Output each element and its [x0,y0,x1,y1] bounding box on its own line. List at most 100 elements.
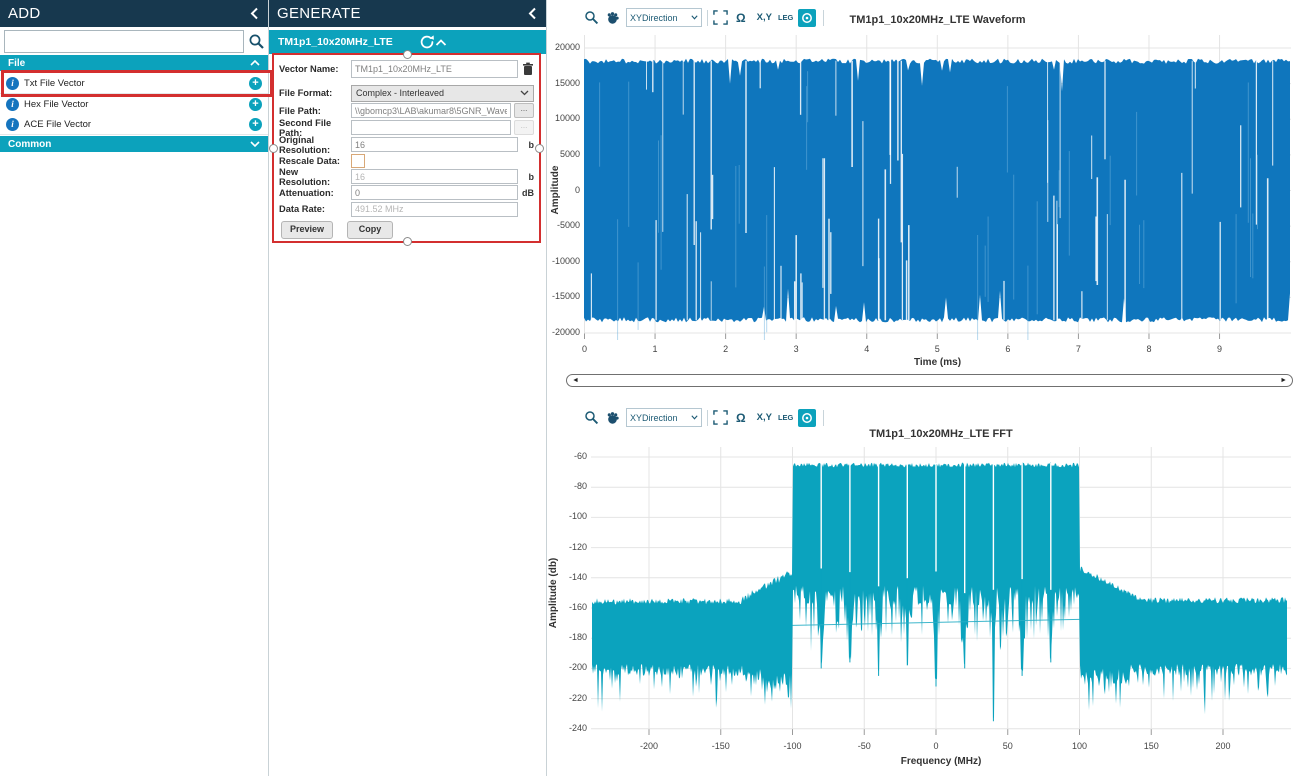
form-row-vector-name: Vector Name: [279,60,534,78]
omega-reset-icon[interactable]: Ω [736,411,746,425]
y-tick-label: -10000 [547,256,580,266]
add-plus-icon[interactable]: + [249,98,262,111]
fft-xlabel: Frequency (MHz) [591,756,1291,767]
y-tick-label: -5000 [547,220,580,230]
resize-handle-right[interactable] [535,144,544,153]
field-label: Data Rate: [279,204,351,214]
waveform-chart: XYDirection Ω X,Y LEG TM1p1_10x20MHz_LTE… [547,0,1296,400]
fft-chart: XYDirection Ω X,Y LEG TM1p1_10x20MHz_LTE… [547,400,1296,776]
x-tick-label: 7 [1058,344,1098,354]
y-tick-label: -15000 [547,291,580,301]
chevron-left-icon [249,6,260,21]
add-panel: ADD File i Txt File Vector + [0,0,269,776]
info-icon[interactable]: i [6,118,19,131]
add-plus-icon[interactable]: + [249,118,262,131]
x-tick-label: -200 [629,741,669,751]
delete-vector-button[interactable] [522,62,534,76]
generate-panel: GENERATE TM1p1_10x20MHz_LTE Vector Name: [269,0,547,776]
xy-cursor-label[interactable]: X,Y [757,412,772,423]
info-icon[interactable]: i [6,77,19,90]
list-item-hex-file-vector[interactable]: i Hex File Vector + [0,94,268,115]
data-rate-input[interactable] [351,202,518,217]
y-tick-label: -200 [547,662,587,672]
add-search-input[interactable] [4,30,244,53]
file-format-value: Complex - Interleaved [356,88,444,98]
add-panel-collapse-button[interactable] [249,6,260,21]
file-format-select[interactable]: Complex - Interleaved [351,85,534,102]
scroll-left-icon[interactable]: ◄ [572,375,579,386]
field-label: New Resolution: [279,167,351,187]
y-tick-label: 15000 [547,78,580,88]
xy-direction-dropdown[interactable]: XYDirection [626,408,702,427]
x-tick-label: -150 [701,741,741,751]
vector-tab-label: TM1p1_10x20MHz_LTE [278,36,393,48]
y-tick-label: 5000 [547,149,580,159]
form-row-original-resolution: Original Resolution: b [279,137,534,152]
section-header-common[interactable]: Common [0,136,268,152]
preview-button[interactable]: Preview [281,221,333,239]
x-tick-label: 5 [917,344,957,354]
waveform-xlabel: Time (ms) [584,357,1291,368]
search-icon[interactable] [248,33,265,50]
app-window: ADD File i Txt File Vector + [0,0,1296,776]
x-tick-label: 50 [988,741,1028,751]
refresh-icon[interactable] [419,34,435,50]
field-label: File Path: [279,106,351,116]
resize-handle-left[interactable] [269,144,278,153]
x-tick-label: 2 [706,344,746,354]
y-tick-label: -80 [547,481,587,491]
pan-hand-icon[interactable] [605,410,620,425]
second-file-path-input[interactable] [351,120,511,135]
add-search-row [4,30,265,53]
new-resolution-input[interactable] [351,169,518,184]
unit-suffix: b [518,172,534,182]
form-row-buttons: Preview Copy [279,221,534,238]
y-tick-label: -60 [547,451,587,461]
legend-toggle-label[interactable]: LEG [778,413,793,422]
file-path-browse-button[interactable]: ... [514,103,534,118]
xy-direction-value: XYDirection [630,413,678,423]
file-path-input[interactable] [351,103,511,118]
x-tick-label: 4 [847,344,887,354]
second-file-path-browse-button[interactable]: ... [514,120,534,135]
chart-settings-button[interactable] [798,409,816,427]
trash-icon [522,62,534,76]
y-tick-label: 0 [547,185,580,195]
list-item-txt-file-vector[interactable]: i Txt File Vector + [0,73,268,94]
resize-handle-bottom[interactable] [403,237,412,246]
waveform-plot[interactable] [584,35,1291,340]
charts-area: XYDirection Ω X,Y LEG TM1p1_10x20MHz_LTE… [547,0,1296,776]
copy-button[interactable]: Copy [347,221,393,239]
y-tick-label: -160 [547,602,587,612]
generate-panel-collapse-button[interactable] [527,6,538,21]
attenuation-input[interactable] [351,185,518,200]
scroll-right-icon[interactable]: ► [1280,375,1287,386]
fit-to-view-icon[interactable] [713,410,728,425]
chevron-up-icon [435,38,447,47]
add-panel-title: ADD [8,5,41,22]
file-section-label: File [8,58,25,69]
field-label: Original Resolution: [279,135,351,155]
section-header-file[interactable]: File [0,55,268,71]
fft-plot[interactable] [591,447,1291,737]
y-tick-label: -20000 [547,327,580,337]
zoom-icon[interactable] [584,410,599,425]
add-panel-header: ADD [0,0,268,27]
resize-handle-top[interactable] [403,50,412,59]
rescale-data-checkbox[interactable] [351,154,365,168]
add-plus-icon[interactable]: + [249,77,262,90]
form-row-file-path: File Path: ... [279,103,534,118]
original-resolution-input[interactable] [351,137,518,152]
chevron-left-icon [527,6,538,21]
item-label: Txt File Vector [24,78,249,89]
x-tick-label: 0 [565,344,605,354]
x-tick-label: -100 [773,741,813,751]
y-tick-label: 10000 [547,113,580,123]
waveform-hscrollbar[interactable]: ◄ ► [566,374,1293,387]
fft-chart-title: TM1p1_10x20MHz_LTE FFT [591,428,1291,440]
vector-name-input[interactable] [351,60,518,78]
info-icon[interactable]: i [6,98,19,111]
y-tick-label: -120 [547,542,587,552]
list-item-ace-file-vector[interactable]: i ACE File Vector + [0,114,268,135]
form-row-file-format: File Format: Complex - Interleaved [279,85,534,101]
